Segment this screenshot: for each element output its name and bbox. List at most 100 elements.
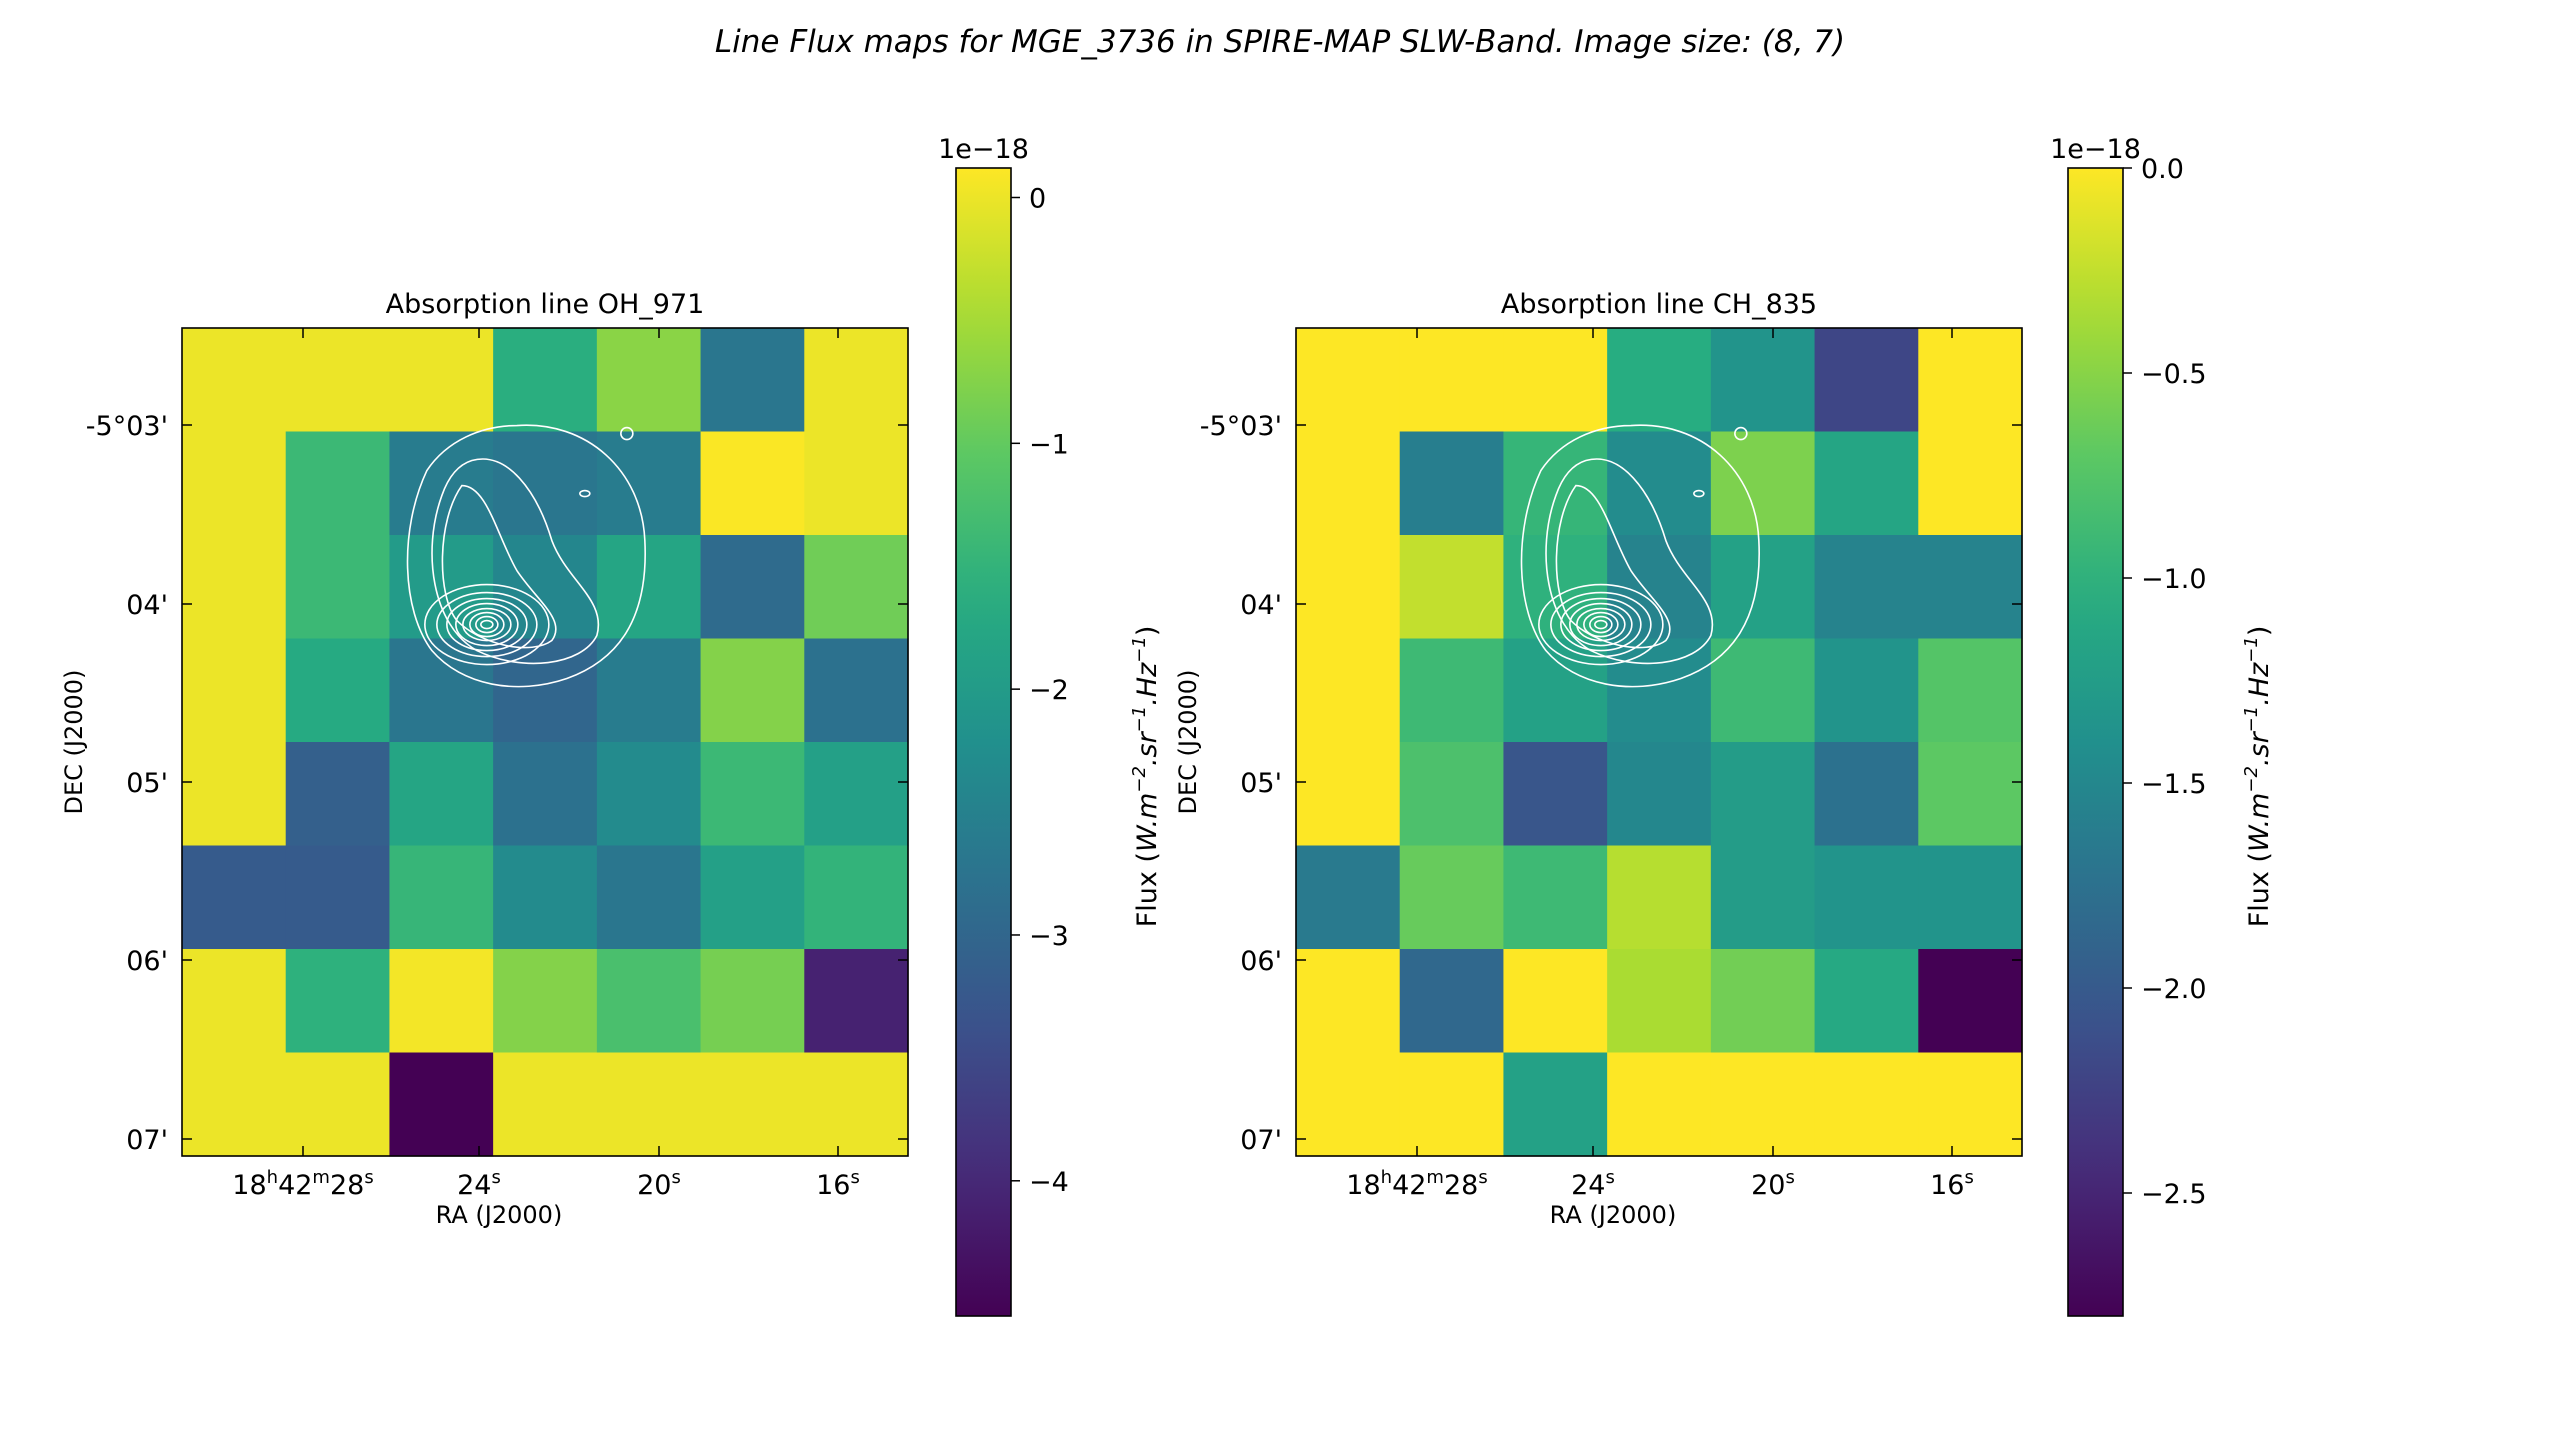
heatmap-cell [1918, 845, 2023, 950]
heatmap-cell [1296, 535, 1401, 640]
heatmap-cell [389, 328, 494, 433]
heatmap-cell [493, 949, 598, 1054]
heatmap-cell [1503, 431, 1608, 536]
x-axis-label: RA (J2000) [1550, 1201, 1677, 1229]
heatmap-cell [285, 328, 391, 433]
contour-line [424, 583, 550, 666]
contour-line [620, 426, 634, 441]
y-tick-label: 06' [1240, 946, 1282, 977]
heatmap-cell [1503, 845, 1608, 950]
panel-ch-835: Absorption line CH_835 18h42m28s 24s 20s 16s… [1174, 134, 2275, 1317]
panel-title: Absorption line CH_835 [1501, 289, 1817, 320]
heatmap-cell [1503, 1052, 1608, 1157]
heatmap-cell [596, 431, 702, 536]
heatmap-cell [804, 845, 909, 950]
heatmap-cell [1918, 949, 2023, 1054]
heatmap-cell [1710, 949, 1816, 1054]
heatmap-cell [285, 1052, 391, 1157]
contour-line [480, 619, 494, 630]
heatmap-cell [1710, 742, 1816, 847]
heatmap-cell [285, 845, 391, 950]
contour-line [1520, 424, 1760, 688]
colorbar-tick-label: −1 [1029, 429, 1069, 460]
heatmap-cell [1607, 949, 1712, 1054]
x-tick-label: 18h42m28s [1346, 1167, 1487, 1201]
heatmap-cell [1607, 742, 1712, 847]
x-tick-label: 20s [1751, 1167, 1795, 1201]
contour-line [406, 424, 646, 688]
plot-frame [181, 327, 909, 1157]
colorbar-tick-label: −2.5 [2141, 1179, 2207, 1210]
heatmap-cell [700, 845, 805, 950]
colorbar-tick-label: −4 [1029, 1167, 1069, 1198]
heatmap-cell [700, 638, 805, 743]
heatmap-cell [1710, 1052, 1816, 1157]
heatmap-cell [1710, 431, 1816, 536]
y-tick-label: 05' [126, 768, 168, 799]
heatmap-cell [1918, 431, 2023, 536]
heatmap-cell [1399, 535, 1505, 640]
heatmap-cell [1399, 1052, 1505, 1157]
x-tick-label: 16s [1930, 1167, 1974, 1201]
plot-frame [1295, 327, 2023, 1157]
y-axis-label: DEC (J2000) [60, 670, 88, 815]
heatmap-cell [1296, 742, 1401, 847]
heatmap-cell [1399, 742, 1505, 847]
heatmap-cell [1296, 1052, 1401, 1157]
heatmap-cell [389, 535, 494, 640]
contour-line [436, 591, 538, 658]
y-tick-label: 05' [1240, 768, 1282, 799]
heatmap-cell [700, 1052, 805, 1157]
heatmap-cell [1399, 431, 1505, 536]
contour-line [462, 607, 512, 642]
heatmap-cell [804, 638, 909, 743]
heatmap-cell [596, 1052, 702, 1157]
y-tick-label: 07' [126, 1125, 168, 1156]
y-tick-label: 04' [126, 590, 168, 621]
x-tick-label: 24s [457, 1167, 501, 1201]
heatmap-cell [389, 431, 494, 536]
contour-line [1693, 489, 1705, 498]
heatmap-cell [804, 742, 909, 847]
heatmap-cell [182, 638, 287, 743]
heatmap-cell [1607, 431, 1712, 536]
heatmap-cell [182, 845, 287, 950]
heatmap-cell [1503, 328, 1608, 433]
y-tick-label: 04' [1240, 590, 1282, 621]
heatmap-cell [1296, 845, 1401, 950]
heatmap-cell [1710, 535, 1816, 640]
y-tick-label: 07' [1240, 1125, 1282, 1156]
heatmap-cell [804, 1052, 909, 1157]
heatmap-cell [1710, 638, 1816, 743]
contour-line [1734, 426, 1748, 441]
colorbar-tick-label: −0.5 [2141, 359, 2207, 390]
contour-line [1560, 597, 1642, 652]
y-axis-label: DEC (J2000) [1174, 670, 1202, 815]
contour-line [1538, 583, 1664, 666]
heatmap-cell [182, 742, 287, 847]
heatmap-cell [1503, 742, 1608, 847]
heatmap-cell [1710, 328, 1816, 433]
heatmap-cell [596, 328, 702, 433]
heatmap-cell [700, 328, 805, 433]
colorbar-tick-label: −3 [1029, 921, 1069, 952]
heatmap-cell [700, 431, 805, 536]
heatmap-cell [1814, 845, 1919, 950]
heatmap-cell [1399, 949, 1505, 1054]
heatmap-cell [1296, 638, 1401, 743]
heatmap-cell [1814, 638, 1919, 743]
figure-title: Line Flux maps for MGE_3736 in SPIRE-MAP… [715, 24, 1845, 60]
colorbar-multiplier: 1e−18 [2050, 134, 2141, 165]
colorbar [2067, 167, 2124, 1317]
heatmap-cell [1814, 949, 1919, 1054]
heatmap-cell [182, 1052, 287, 1157]
heatmap-cell [1607, 638, 1712, 743]
panel-oh-971: Absorption line OH_971 18h42m28s 24s 20s 16s… [60, 134, 1163, 1317]
heatmap-cell [1503, 638, 1608, 743]
heatmap-cell [1918, 742, 2023, 847]
contour-line [1589, 615, 1613, 634]
heatmap-cell [285, 638, 391, 743]
contour-line [1569, 602, 1633, 647]
heatmap-cell [700, 535, 805, 640]
colorbar-tick-label: −1.5 [2141, 769, 2207, 800]
